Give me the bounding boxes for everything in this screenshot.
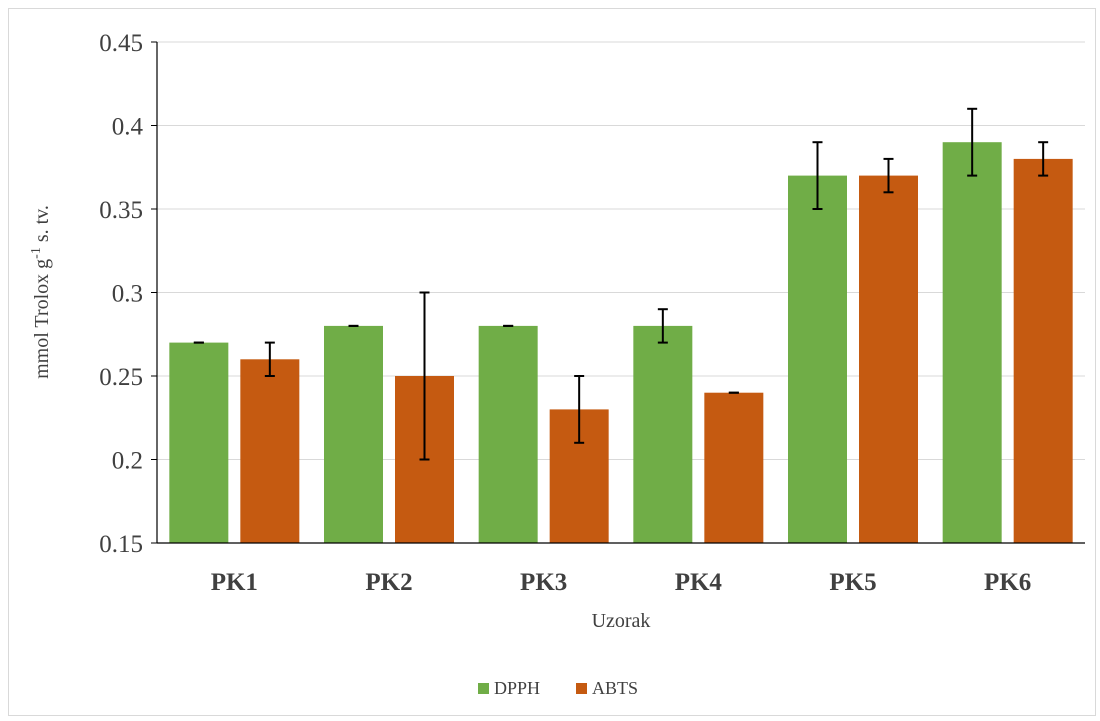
x-tick-label: PK4 [675,569,723,596]
bar-dpph-pk3 [478,325,538,543]
y-tick-label: 0.15 [99,531,143,558]
legend-label-abts: ABTS [592,678,638,698]
bars [169,142,1073,543]
y-tick-label: 0.4 [112,114,144,141]
bar-dpph-pk2 [324,325,383,543]
y-tick-label: 0.2 [112,448,143,475]
bar-dpph-pk1 [169,342,229,543]
bar-abts-pk6 [1013,158,1073,543]
y-tick-label: 0.35 [99,197,143,224]
bar-dpph-pk4 [633,325,693,543]
legend: DPPH ABTS [478,678,638,698]
y-tick-label: 0.3 [112,281,143,308]
bar-abts-pk1 [240,359,300,543]
bar-dpph-pk5 [788,175,847,543]
x-tick-label: PK2 [365,569,412,596]
y-tick-label: 0.45 [99,30,143,57]
x-tick-label: PK3 [520,569,567,596]
legend-label-dpph: DPPH [494,678,540,698]
y-axis-title: mmol Trolox g-1 s. tv. [29,205,53,379]
bar-abts-pk4 [704,392,764,543]
bar-dpph-pk6 [942,142,1002,543]
error-bars [193,107,1049,461]
bar-abts-pk5 [859,175,918,543]
legend-swatch-abts [576,683,587,694]
x-tick-label: PK5 [829,569,876,596]
gridlines [151,41,1085,544]
y-tick-label: 0.25 [99,364,143,391]
x-tick-labels: PK1 PK2 PK3 PK4 PK5 PK6 [211,569,1032,596]
x-tick-label: PK6 [984,569,1031,596]
y-tick-labels: 0.15 0.2 0.25 0.3 0.35 0.4 0.45 [99,30,143,558]
x-tick-label: PK1 [211,569,258,596]
x-axis-title: Uzorak [592,610,651,632]
legend-swatch-dpph [478,683,489,694]
